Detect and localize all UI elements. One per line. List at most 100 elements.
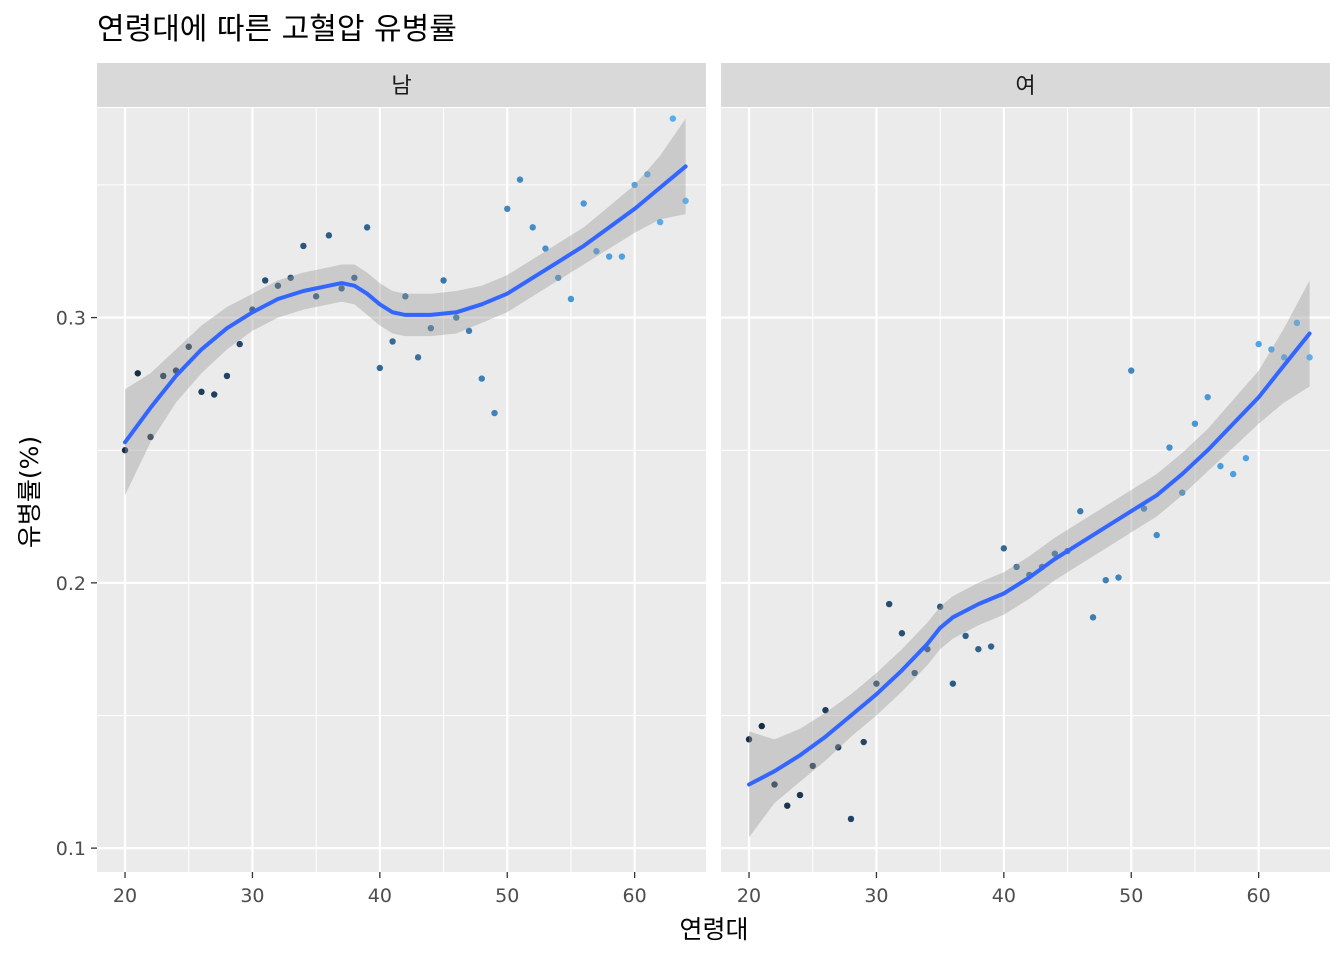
data-point xyxy=(465,327,473,335)
data-point xyxy=(440,277,447,284)
confidence-ribbon xyxy=(125,118,686,496)
data-point xyxy=(669,115,677,122)
data-point xyxy=(147,433,154,441)
data-point xyxy=(1306,354,1313,361)
data-point xyxy=(949,680,957,687)
data-point xyxy=(325,232,333,239)
data-point xyxy=(529,224,536,231)
data-point xyxy=(631,181,638,189)
facet-strip xyxy=(97,63,706,107)
data-point xyxy=(1166,444,1173,451)
data-point xyxy=(274,282,282,289)
confidence-ribbon xyxy=(749,280,1310,838)
data-point xyxy=(261,277,269,284)
data-point xyxy=(605,253,613,260)
data-point xyxy=(1153,531,1160,539)
data-point xyxy=(567,295,575,303)
data-point xyxy=(198,388,205,396)
data-point xyxy=(1089,614,1097,621)
data-point xyxy=(236,340,243,348)
data-point xyxy=(516,176,524,183)
x-tick-label: 50 xyxy=(1119,885,1143,907)
data-point xyxy=(1255,340,1262,348)
data-point xyxy=(1191,420,1199,427)
data-point xyxy=(860,738,867,746)
data-point xyxy=(121,447,129,454)
x-tick-label: 40 xyxy=(992,885,1016,907)
data-point xyxy=(593,248,600,255)
data-point xyxy=(160,372,167,380)
data-point xyxy=(987,643,995,650)
chart-title: 연령대에 따른 고혈압 유병률 xyxy=(97,12,457,47)
data-point xyxy=(287,274,294,281)
data-point xyxy=(134,370,141,377)
x-tick-label: 30 xyxy=(864,885,888,907)
data-point xyxy=(1013,563,1020,571)
facet-strip-label: 여 xyxy=(1015,74,1035,99)
data-point xyxy=(312,293,320,300)
data-point xyxy=(682,197,689,205)
data-point xyxy=(402,293,409,300)
data-point xyxy=(555,274,562,281)
data-point xyxy=(771,781,778,788)
data-point xyxy=(300,242,307,250)
data-point xyxy=(796,791,804,799)
data-point xyxy=(809,762,816,770)
facet-panel-1: 남 20 30 40 50 60 xyxy=(97,63,706,907)
data-point xyxy=(211,391,218,398)
data-point xyxy=(1217,462,1224,470)
data-point xyxy=(504,205,511,213)
data-point xyxy=(376,364,384,372)
data-point xyxy=(975,645,982,653)
data-point xyxy=(363,224,371,231)
data-point xyxy=(758,722,765,730)
data-point xyxy=(656,218,664,226)
data-point xyxy=(936,603,944,610)
data-point xyxy=(1102,576,1109,584)
x-axis-title: 연령대 xyxy=(679,915,748,944)
panels: 남 20 30 40 50 60 여 20 30 40 50 60 xyxy=(97,63,1330,907)
data-point xyxy=(542,245,549,252)
y-tick-label: 0.2 xyxy=(56,573,86,595)
data-point xyxy=(223,372,231,380)
y-tick-label: 0.3 xyxy=(56,308,86,330)
point-group xyxy=(745,319,1313,823)
facet-strip-label: 남 xyxy=(391,74,411,99)
data-point xyxy=(835,744,842,751)
x-tick-label: 20 xyxy=(737,885,761,907)
smooth-line xyxy=(747,331,1312,787)
x-tick-label: 50 xyxy=(495,885,519,907)
x-tick-label: 20 xyxy=(113,885,137,907)
data-point xyxy=(1077,508,1084,515)
x-tick-label: 30 xyxy=(240,885,264,907)
panel-background xyxy=(721,108,1330,872)
data-point xyxy=(1280,354,1288,361)
data-point xyxy=(478,375,485,382)
data-point xyxy=(745,736,753,743)
data-point xyxy=(1140,505,1148,512)
data-point xyxy=(962,632,969,640)
data-point xyxy=(1242,454,1250,462)
data-point xyxy=(1128,367,1135,374)
data-point xyxy=(784,802,791,809)
data-point xyxy=(911,669,918,677)
data-point xyxy=(1293,319,1301,327)
panel-background xyxy=(97,108,706,872)
facet-strip xyxy=(721,63,1330,107)
data-point xyxy=(885,600,893,608)
data-point xyxy=(1051,550,1059,557)
x-tick-label: 40 xyxy=(368,885,392,907)
data-point xyxy=(822,706,829,714)
data-point xyxy=(644,171,651,178)
data-point xyxy=(580,200,587,207)
data-point xyxy=(1179,489,1186,496)
x-tick-label: 60 xyxy=(1247,885,1271,907)
x-tick-label: 60 xyxy=(623,885,647,907)
y-axis-title: 유병률(%) xyxy=(15,436,44,548)
data-point xyxy=(873,680,880,687)
data-point xyxy=(898,630,906,637)
data-point xyxy=(414,354,422,361)
facet-panel-2: 여 20 30 40 50 60 xyxy=(721,63,1330,907)
smooth-line xyxy=(123,164,688,445)
data-point xyxy=(185,343,192,350)
